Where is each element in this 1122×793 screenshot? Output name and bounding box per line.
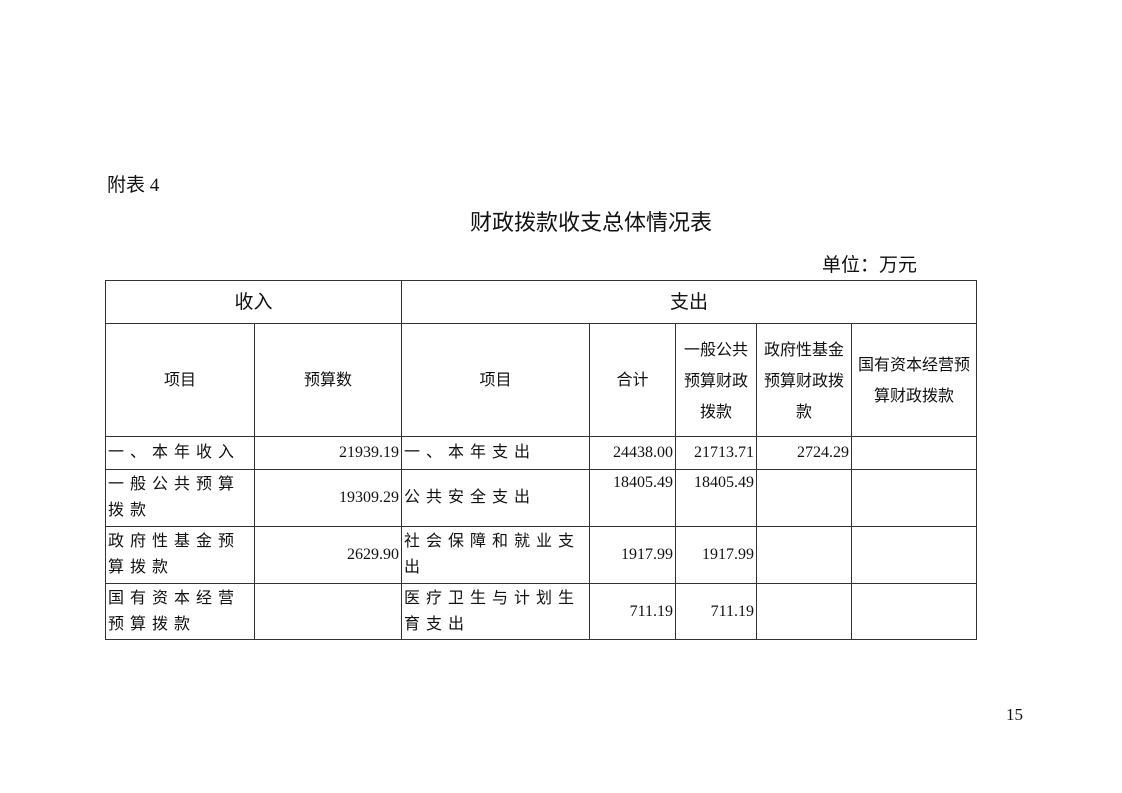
column-header: 政府性基金预算财政拨款 [756,323,852,437]
column-header: 国有资本经营预算财政拨款 [851,323,977,437]
appendix-label: 附表 4 [107,175,160,196]
column-header: 一般公共预算财政拨款 [675,323,757,437]
expense-item: 一、本年支出 [401,436,590,470]
unit-label: 单位：万元 [822,254,918,276]
table-row: 国有资本经营预算拨款 医疗卫生与计划生育支出 711.19 711.19 [105,583,977,640]
state-capital-budget [851,526,977,584]
expense-total: 24438.00 [589,436,676,470]
income-amount: 19309.29 [254,469,402,527]
general-budget: 1917.99 [675,526,757,584]
expense-total: 711.19 [589,583,676,640]
table-row: 一般公共预算拨款 19309.29 公共安全支出 18405.49 18405.… [105,469,977,527]
gov-fund-budget: 2724.29 [756,436,852,470]
expense-total: 1917.99 [589,526,676,584]
income-amount: 2629.90 [254,526,402,584]
expense-item: 社会保障和就业支出 [401,526,590,584]
income-item: 一般公共预算拨款 [105,469,255,527]
page-number: 15 [1006,705,1023,724]
income-item: 政府性基金预算拨款 [105,526,255,584]
table-row: 一、本年收入 21939.19 一、本年支出 24438.00 21713.71… [105,436,977,470]
column-header: 预算数 [254,323,402,437]
general-budget: 21713.71 [675,436,757,470]
budget-table: 收入 支出 项目 预算数 项目 合计 一般公共预算财政拨款 政府性基金预算财政拨… [105,280,977,640]
expense-total: 18405.49 [589,469,676,527]
expense-item: 医疗卫生与计划生育支出 [401,583,590,640]
state-capital-budget [851,436,977,470]
expense-group-header: 支出 [401,280,977,324]
state-capital-budget [851,583,977,640]
general-budget: 18405.49 [675,469,757,527]
gov-fund-budget [756,469,852,527]
gov-fund-budget [756,583,852,640]
income-amount: 21939.19 [254,436,402,470]
gov-fund-budget [756,526,852,584]
state-capital-budget [851,469,977,527]
income-amount [254,583,402,640]
column-header: 合计 [589,323,676,437]
income-item: 国有资本经营预算拨款 [105,583,255,640]
page-title: 财政拨款收支总体情况表 [469,211,712,236]
table-row: 政府性基金预算拨款 2629.90 社会保障和就业支出 1917.99 1917… [105,526,977,584]
expense-item: 公共安全支出 [401,469,590,527]
column-header: 项目 [401,323,590,437]
income-group-header: 收入 [105,280,402,324]
general-budget: 711.19 [675,583,757,640]
column-header: 项目 [105,323,255,437]
income-item: 一、本年收入 [105,436,255,470]
